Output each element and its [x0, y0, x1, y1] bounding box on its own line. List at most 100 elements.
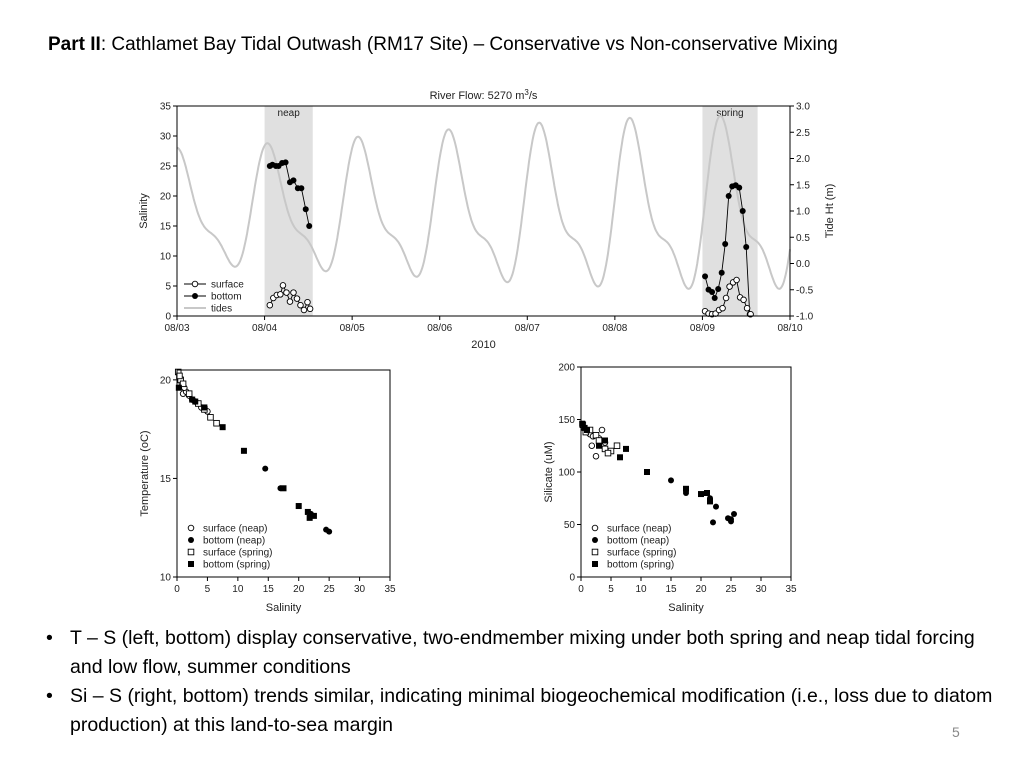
y-tick-label: 0 [165, 312, 171, 323]
slide-title-rest: : Cathlamet Bay Tidal Outwash (RM17 Site… [100, 34, 838, 55]
legend-label: tides [211, 304, 232, 315]
surface-neap-point [598, 426, 606, 434]
legend-label: bottom (spring) [203, 560, 270, 571]
bottom-spring-point [295, 503, 302, 510]
y-axis-label: Temperature (oC) [139, 430, 151, 516]
y-tick-label: 5 [165, 282, 171, 293]
bottom-spring-point [596, 442, 602, 449]
chart-title-tail: /s [529, 90, 538, 102]
x-tick-label: 0 [174, 584, 180, 595]
surface-spring-point [595, 437, 603, 444]
bottom-point [302, 206, 309, 213]
y-tick-label: 20 [160, 192, 172, 203]
y2-tick-label: 0.5 [796, 233, 810, 244]
surface-point [733, 276, 740, 284]
x-tick-label: 20 [695, 584, 707, 595]
bullet-text: Si – S (right, bottom) trends similar, i… [70, 685, 993, 736]
y-tick-label: 35 [160, 102, 172, 113]
x-tick-label: 0 [578, 584, 584, 595]
bottom-point [709, 289, 716, 295]
y2-tick-label: 1.0 [796, 207, 810, 218]
bullet-dot: • [46, 685, 53, 707]
x-tick-label: 30 [755, 584, 767, 595]
bottom-spring-point [602, 437, 608, 444]
surface-spring-point [207, 414, 214, 421]
x-tick-label: 35 [384, 584, 396, 595]
bottom-spring-point [579, 420, 586, 427]
bottom-neap-point [731, 511, 737, 517]
bottom-spring-point [192, 398, 199, 405]
x-axis-label: 2010 [471, 339, 495, 351]
y-tick-label: 150 [558, 415, 575, 426]
y-tick-label: 50 [564, 520, 576, 531]
bottom-point [743, 244, 750, 250]
bullet-item: • T – S (left, bottom) display conservati… [44, 624, 1004, 682]
shaded-spring-label: spring [716, 108, 743, 119]
y-tick-label: 30 [160, 132, 172, 143]
bottom-spring-point [707, 498, 713, 505]
surface-spring-point [613, 442, 621, 449]
y-tick-label: 15 [160, 222, 172, 233]
x-axis-label: Salinity [668, 602, 704, 614]
legend-label: bottom (neap) [203, 536, 265, 547]
legend-label: surface [211, 280, 244, 291]
surface-point [306, 305, 314, 313]
y-tick-label: 0 [569, 573, 575, 584]
bottom-point [282, 159, 289, 166]
legend-marker [591, 548, 599, 556]
y-axis-label: Silicate (uM) [543, 441, 555, 502]
silicate-salinity-scatter: 0 5 10 15 20 25 30 35 0 50 100 150 200 Salinity Silica… [543, 363, 797, 615]
y2-tick-label: 1.5 [796, 180, 810, 191]
bottom-spring-point [304, 508, 311, 515]
surface-point [277, 291, 284, 298]
surface-point [304, 298, 311, 306]
bottom-spring-point [175, 384, 182, 391]
legend-marker [592, 561, 598, 567]
x-tick-label: 35 [785, 584, 797, 595]
bottom-point [739, 208, 746, 214]
bottom-spring-point [201, 404, 208, 411]
x-tick-label: 08/05 [340, 323, 365, 334]
x-tick-label: 08/09 [690, 323, 715, 334]
x-tick-label: 08/10 [777, 323, 802, 334]
bottom-point [711, 295, 718, 301]
x-tick-label: 08/06 [427, 323, 452, 334]
surface-point [719, 304, 726, 312]
bottom-point [722, 241, 729, 247]
bottom-neap-point [710, 519, 716, 526]
shaded-neap-label: neap [278, 108, 301, 119]
bottom-neap-point [262, 465, 269, 472]
y-axis-label: Salinity [138, 193, 150, 229]
plot-frame [176, 369, 391, 578]
y-tick-label: 20 [160, 375, 172, 386]
surface-spring-point [185, 390, 193, 397]
y-tick-label: 10 [160, 573, 172, 584]
x-tick-label: 5 [608, 584, 614, 595]
legend-label: bottom [211, 292, 242, 303]
x-tick-label: 5 [205, 584, 211, 595]
bottom-neap-point [668, 477, 674, 484]
bullet-dot: • [46, 627, 53, 649]
bottom-spring-point [584, 427, 590, 433]
y2-tick-label: -0.5 [796, 285, 814, 296]
surface-point [743, 304, 751, 312]
surface-point [297, 301, 304, 309]
x-tick-label: 25 [324, 584, 336, 595]
surface-point [279, 282, 287, 289]
bottom-spring-point [644, 469, 650, 475]
y2-tick-label: 2.0 [796, 154, 810, 165]
legend-marker [187, 524, 195, 532]
bottom-spring-point [280, 485, 287, 492]
surface-point [740, 296, 747, 304]
surface-spring-point [179, 380, 187, 388]
legend-label: surface (neap) [203, 524, 267, 535]
y2-tick-label: 2.5 [796, 128, 810, 139]
slide-title: Part II: Cathlamet Bay Tidal Outwash (RM… [48, 34, 838, 56]
bottom-spring-point [623, 445, 629, 452]
tides-series-line [176, 114, 791, 290]
x-tick-label: 30 [354, 584, 366, 595]
bottom-point [715, 286, 722, 292]
bottom-spring-point [310, 512, 317, 519]
y2-tick-label: -1.0 [796, 312, 814, 323]
legend-marker [187, 548, 195, 556]
